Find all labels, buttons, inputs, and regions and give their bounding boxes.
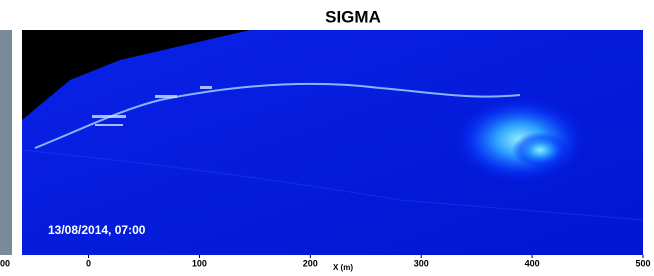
x-tick-label: 0 xyxy=(86,258,91,268)
chart: SIGMA 13/08/2014, 07:00 00 X (m) 0 100 200… xyxy=(0,0,654,276)
chart-title: SIGMA xyxy=(325,7,381,26)
edge-label: 00 xyxy=(0,258,10,268)
x-tick-label: 100 xyxy=(192,258,207,268)
timestamp: 13/08/2014, 07:00 xyxy=(48,223,146,237)
x-tick-label: 400 xyxy=(525,258,540,268)
x-tick-label: 200 xyxy=(303,258,318,268)
x-axis-label: X (m) xyxy=(333,263,353,272)
x-tick-label: 300 xyxy=(414,258,429,268)
x-tick-label: 500 xyxy=(635,258,650,268)
plot-image xyxy=(22,30,643,255)
colorbar-fragment xyxy=(0,30,12,255)
